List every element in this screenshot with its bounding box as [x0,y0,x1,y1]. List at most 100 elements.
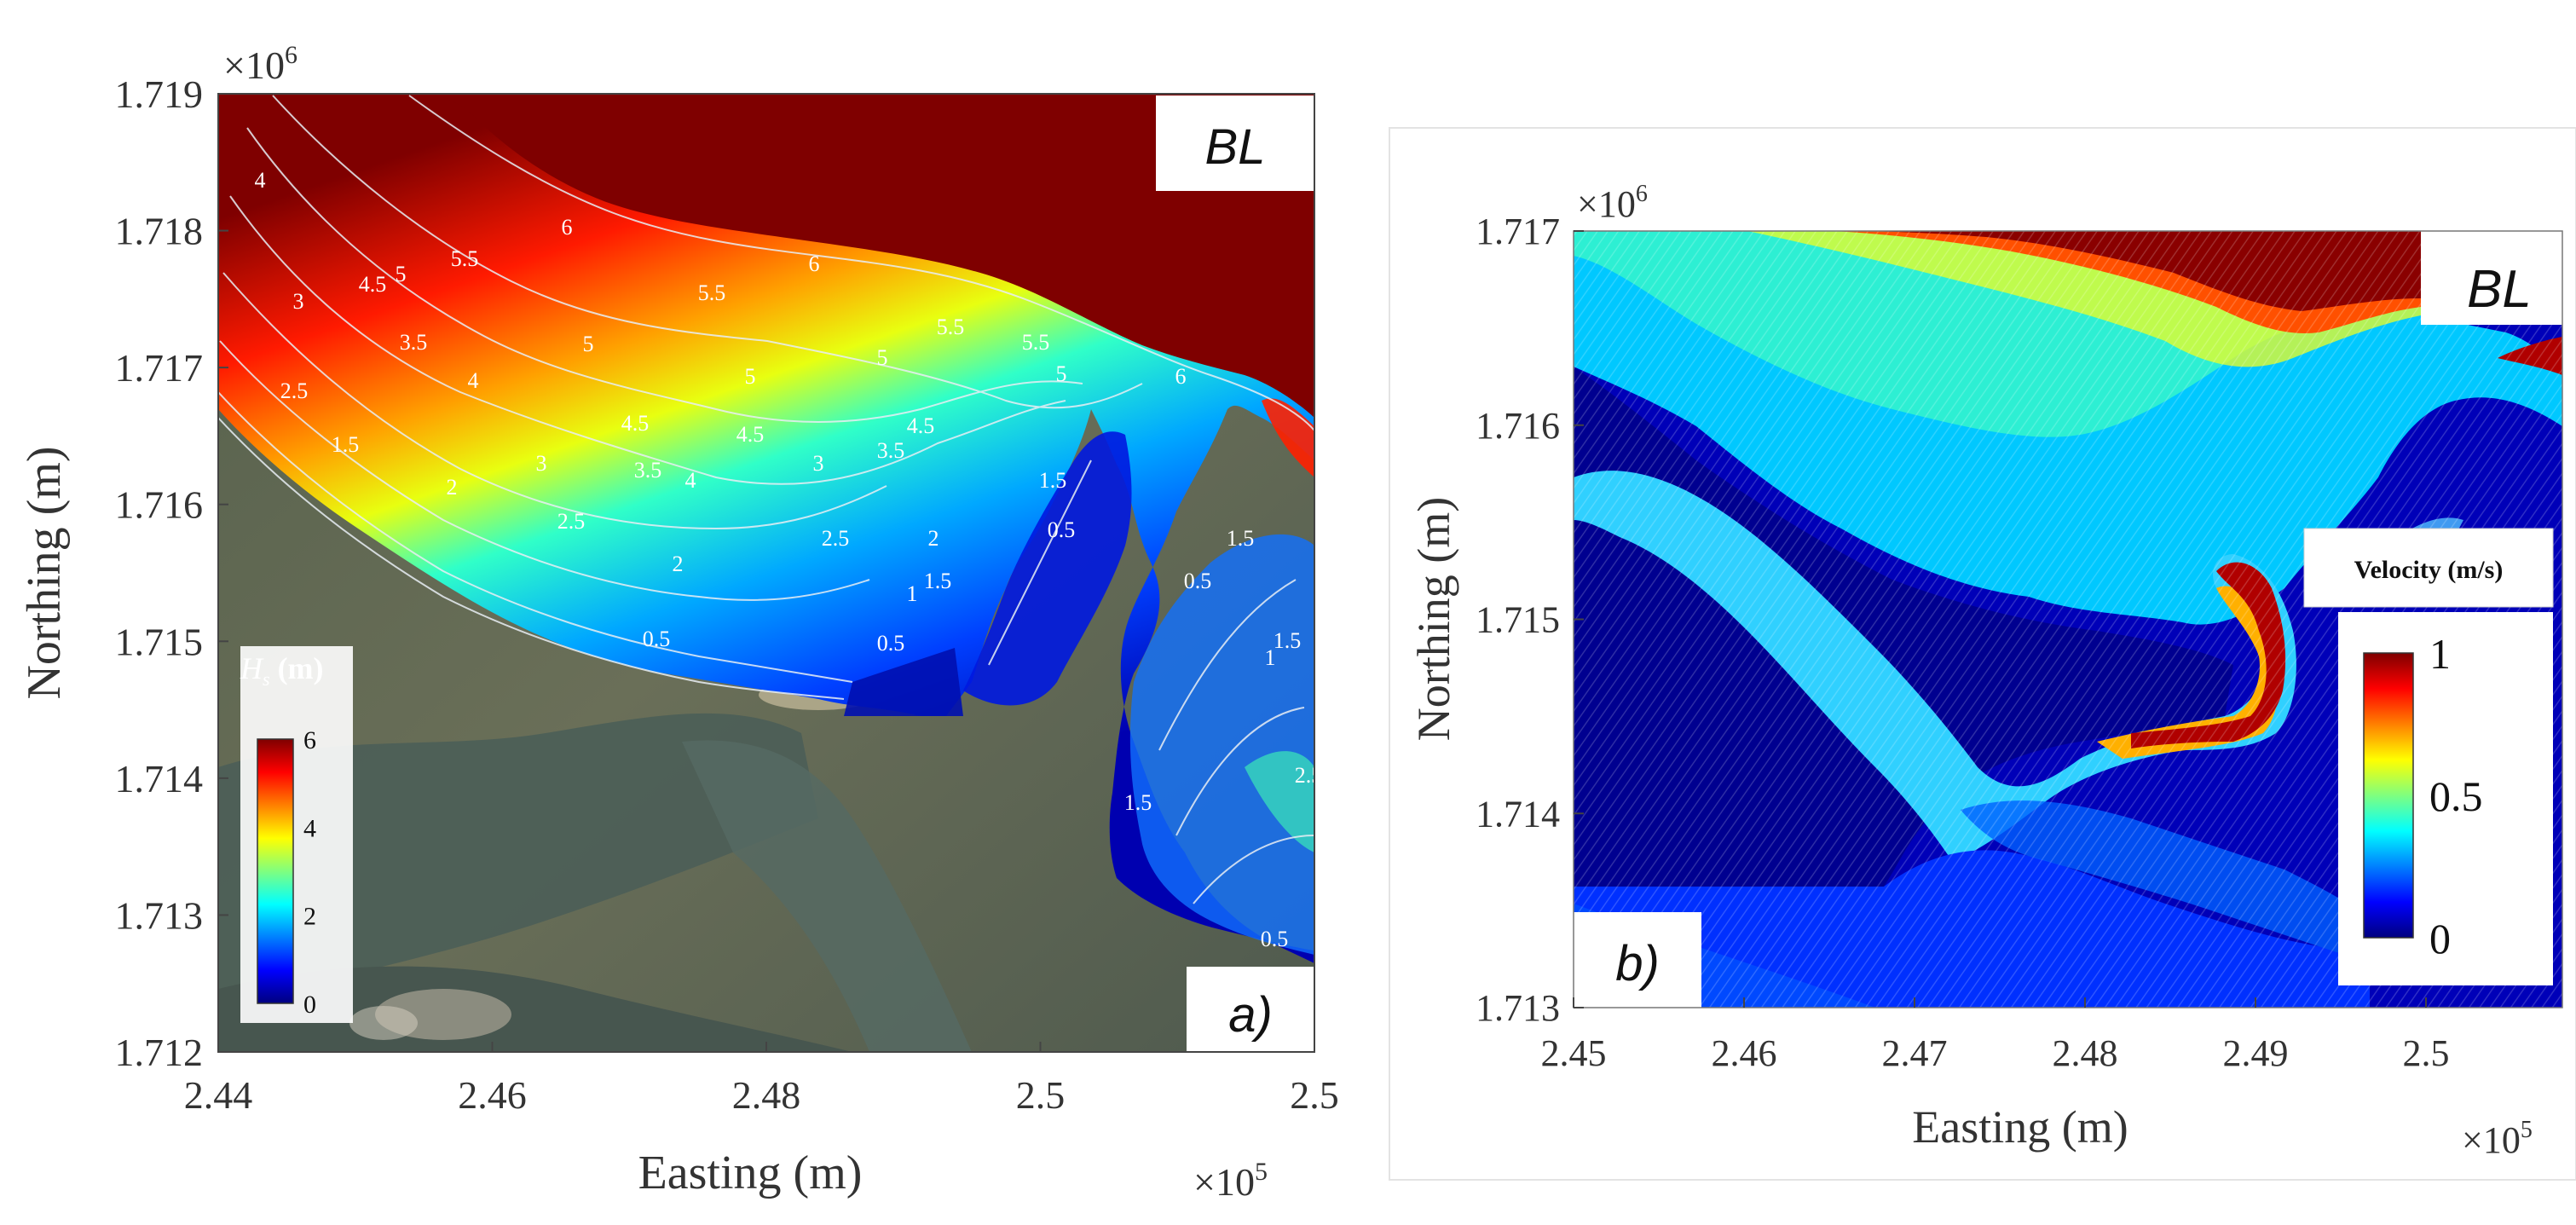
panel-label-a: a) [1228,987,1273,1043]
y-ticks-a: 1.719 1.718 1.717 1.716 1.715 1.714 1.713 1.712 [115,72,228,1074]
contour-label: 3 [293,289,304,314]
contour-label: 4 [468,368,479,393]
y-tick-label-a: 1.714 [115,757,204,800]
panel-label-box-a [1187,967,1314,1052]
colorbar-tick-a: 6 [303,726,316,754]
y-tick-label-a: 1.718 [115,210,204,253]
bl-label-box-a [1156,95,1314,191]
contour-label: 1.5 [332,432,360,457]
x-tick-label-b: 2.45 [1541,1032,1607,1074]
contour-label: 2 [447,475,458,500]
y-tick-label-a: 1.716 [115,483,204,527]
bl-label-a: BL [1205,119,1266,175]
contour-label: 2.5 [1295,763,1323,788]
y-tick-label-a: 1.717 [115,346,204,390]
contour-label: 1.5 [1124,790,1152,815]
colorbar-units-a: (m) [278,651,324,685]
x-tick-label-b: 2.48 [2053,1032,2118,1074]
x-tick-label-b: 2.47 [1882,1032,1948,1074]
colorbar-title-box-b [2303,528,2554,608]
bl-label-b: BL [2467,260,2532,319]
x-tick-label-a: 2.44 [184,1073,253,1117]
x-tick-label-b: 2.49 [2223,1032,2289,1074]
contour-label: 2.5 [280,378,309,403]
contour-label: 0.5 [1261,927,1289,951]
x-tick-label-a: 2.48 [732,1073,801,1117]
colorbar-b [2363,652,2414,939]
x-tick-label-b: 2.5 [2403,1032,2450,1074]
contour-label: 5.5 [698,280,726,305]
y-tick-label-a: 1.715 [115,620,204,663]
contour-label: 3 [813,451,824,476]
contour-label: 6 [562,215,573,240]
colorbar-tick-b: 0.5 [2429,772,2483,820]
contour-label: 5 [745,364,756,389]
panel-b-outline [1389,127,2576,1181]
contour-label: 3.5 [634,458,662,482]
contour-label: 2.5 [822,526,850,551]
y-axis-label-b: Northing (m) [1408,497,1459,741]
contour-label: 3.5 [877,438,905,463]
colorbar-a [257,738,294,1004]
bl-label-box-b [2421,231,2562,325]
contour-label: 5.5 [451,246,479,271]
y-tick-label-b: 1.714 [1476,793,1560,835]
contour-label: 0.5 [1048,517,1076,542]
contour-label: 5 [583,332,594,356]
contour-label: 4.5 [907,413,935,438]
x-axis-label-a: Easting (m) [638,1147,863,1199]
colorbar-tick-a: 4 [303,814,316,842]
contour-label: 4.5 [621,411,650,436]
panel-label-box-b [1574,912,1701,1008]
x-multiplier-a: ×105 [1193,1158,1268,1204]
x-tick-label-a: 2.46 [458,1073,527,1117]
contour-label: 1.5 [1039,468,1067,493]
y-multiplier-b: ×106 [1577,181,1648,225]
contour-label: 4 [685,468,696,493]
contour-label: 4.5 [736,422,765,447]
contour-label: 5 [396,262,407,286]
x-tick-label-a: 2.5 [1016,1073,1066,1117]
panel-label-b: b) [1615,936,1660,991]
y-ticks-b: 1.717 1.716 1.715 1.714 1.713 [1476,211,1584,1029]
x-multiplier-b: ×105 [2462,1117,2533,1161]
colorbar-tick-a: 2 [303,903,316,931]
contour-label: 1 [907,581,918,606]
x-axis-label-b: Easting (m) [1912,1101,2128,1153]
contour-label: 5.5 [937,315,965,339]
y-tick-label-b: 1.713 [1476,987,1560,1029]
contour-label: 1.5 [1227,526,1255,551]
contour-label: 5 [877,345,888,370]
y-tick-label-b: 1.715 [1476,599,1560,641]
x-tick-label-b: 2.46 [1712,1032,1777,1074]
x-tick-label-a: 2.5 [1290,1073,1339,1117]
contour-label: 0.5 [1184,569,1212,593]
contour-label: 4 [255,168,266,193]
y-tick-label-a: 1.712 [115,1031,204,1074]
y-tick-label-a: 1.719 [115,72,204,116]
contour-label: 4.5 [359,272,387,297]
contour-label: 1.5 [1274,628,1302,653]
x-ticks-a: 2.44 2.46 2.48 2.5 2.5 [184,1042,1339,1117]
y-tick-label-b: 1.716 [1476,405,1560,447]
colorbar-tick-b: 1 [2429,630,2451,678]
contour-label: 5.5 [1022,330,1050,355]
colorbar-ticks-b: 10.50 [2429,630,2483,962]
contour-label: 5 [1056,361,1067,386]
y-multiplier-a: ×106 [223,41,297,87]
panel-b: BL b) Velocity (m/s) 10.50 2.45 2.46 2.47 2… [1389,127,2576,1181]
y-tick-label-a: 1.713 [115,893,204,937]
contour-label: 6 [809,251,820,276]
contour-label: 3 [536,451,547,476]
y-axis-label-a: Northing (m) [18,446,71,699]
contour-label: 1.5 [924,569,952,593]
colorbar-ticks-a: 6 4 2 0 [303,726,316,1019]
contour-label: 0.5 [643,627,671,651]
contour-label: 0.5 [877,631,905,656]
contour-label: 1 [1265,645,1276,670]
contour-label: 3.5 [400,330,428,355]
